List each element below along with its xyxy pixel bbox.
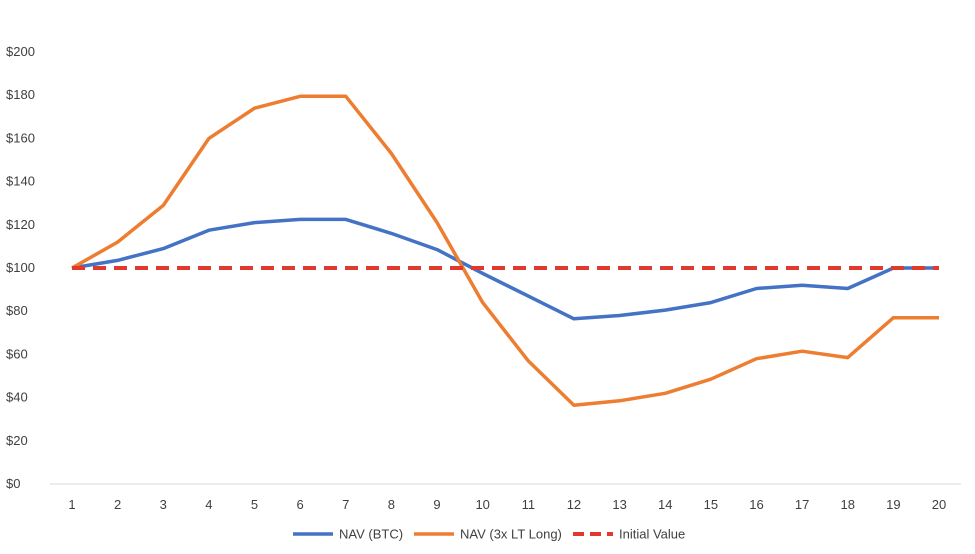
x-tick-label: 14 xyxy=(658,497,672,512)
y-tick-label: $0 xyxy=(6,476,20,491)
x-tick-label: 13 xyxy=(612,497,626,512)
y-tick-label: $40 xyxy=(6,390,28,405)
y-tick-label: $160 xyxy=(6,130,35,145)
x-tick-label: 11 xyxy=(522,497,536,512)
series-layer xyxy=(71,94,939,407)
x-tick-label: 9 xyxy=(433,497,440,512)
x-tick-label: 3 xyxy=(160,497,167,512)
x-tick-label: 10 xyxy=(475,497,489,512)
series-line-nav-btc xyxy=(71,217,939,321)
y-tick-label: $100 xyxy=(6,260,35,275)
y-tick-label: $80 xyxy=(6,303,28,318)
y-tick-label: $120 xyxy=(6,217,35,232)
x-tick-label: 16 xyxy=(749,497,763,512)
x-tick-label: 8 xyxy=(388,497,395,512)
x-tick-label: 17 xyxy=(795,497,809,512)
x-tick-label: 1 xyxy=(68,497,75,512)
x-tick-label: 12 xyxy=(567,497,581,512)
legend-label: Initial Value xyxy=(619,527,685,542)
x-axis: 1 2 3 4 5 6 7 8 9 10 11 12 13 14 15 16 17 18 19 20 xyxy=(50,483,961,512)
x-tick-label: 2 xyxy=(114,497,121,512)
x-tick-label: 4 xyxy=(205,497,212,512)
x-tick-label: 7 xyxy=(342,497,349,512)
y-tick-label: $60 xyxy=(6,346,28,361)
series-line-nav-3x-lt-long xyxy=(71,94,939,407)
x-tick-label: 18 xyxy=(841,497,855,512)
x-tick-label: 19 xyxy=(886,497,900,512)
y-tick-label: $20 xyxy=(6,433,28,448)
y-axis-tick-labels: $0 $20 $40 $60 $80 $100 $120 $140 $160 $180 $200 xyxy=(6,44,35,491)
y-tick-label: $180 xyxy=(6,87,35,102)
legend-label: NAV (3x LT Long) xyxy=(460,527,562,542)
x-tick-label: 6 xyxy=(297,497,304,512)
y-tick-label: $140 xyxy=(6,174,35,189)
x-tick-label: 5 xyxy=(251,497,258,512)
y-tick-label: $200 xyxy=(6,44,35,59)
x-tick-label: 20 xyxy=(932,497,946,512)
legend-label: NAV (BTC) xyxy=(339,527,403,542)
chart-legend: NAV (BTC) NAV (3x LT Long) Initial Value xyxy=(293,527,685,542)
x-tick-label: 15 xyxy=(704,497,718,512)
